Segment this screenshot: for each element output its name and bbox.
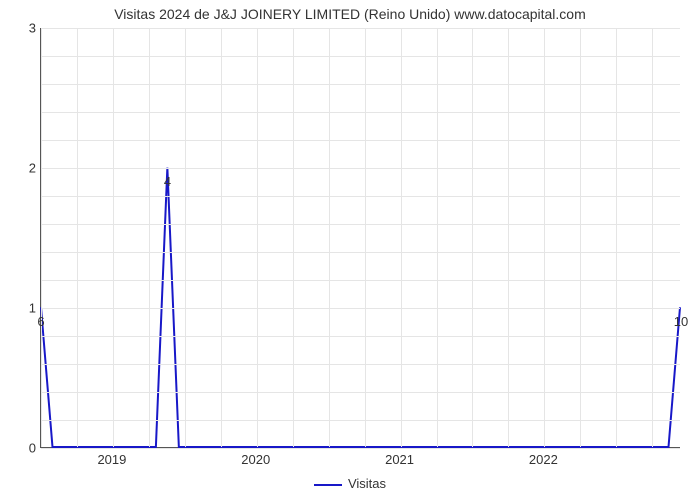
gridline-v (580, 28, 581, 447)
gridline-v (616, 28, 617, 447)
gridline-v (329, 28, 330, 447)
gridline-v (185, 28, 186, 447)
gridline-h (41, 140, 680, 141)
chart-title: Visitas 2024 de J&J JOINERY LIMITED (Rei… (0, 6, 700, 22)
gridline-v (149, 28, 150, 447)
y-tick-label: 3 (6, 21, 36, 36)
gridline-h (41, 448, 680, 449)
line-series (41, 28, 680, 447)
gridline-v (41, 28, 42, 447)
gridline-v (77, 28, 78, 447)
gridline-h (41, 196, 680, 197)
gridline-v (437, 28, 438, 447)
y-tick-label: 2 (6, 161, 36, 176)
point-label: 10 (674, 314, 688, 329)
gridline-h (41, 336, 680, 337)
gridline-h (41, 420, 680, 421)
legend: Visitas (0, 476, 700, 491)
gridline-v (472, 28, 473, 447)
x-tick-label: 2021 (385, 452, 414, 467)
gridline-h (41, 56, 680, 57)
legend-label: Visitas (348, 476, 386, 491)
gridline-h (41, 112, 680, 113)
gridline-v (508, 28, 509, 447)
gridline-v (113, 28, 114, 447)
legend-swatch (314, 484, 342, 486)
gridline-h (41, 252, 680, 253)
point-label: 4 (164, 174, 171, 189)
point-label: 6 (37, 314, 44, 329)
gridline-v (652, 28, 653, 447)
gridline-v (544, 28, 545, 447)
gridline-h (41, 364, 680, 365)
plot-area: 6410 (40, 28, 680, 448)
gridline-v (401, 28, 402, 447)
gridline-h (41, 28, 680, 29)
gridline-h (41, 168, 680, 169)
x-tick-label: 2019 (97, 452, 126, 467)
y-tick-label: 0 (6, 441, 36, 456)
gridline-h (41, 224, 680, 225)
gridline-v (365, 28, 366, 447)
gridline-h (41, 392, 680, 393)
gridline-v (293, 28, 294, 447)
gridline-v (221, 28, 222, 447)
x-tick-label: 2022 (529, 452, 558, 467)
gridline-v (257, 28, 258, 447)
gridline-h (41, 280, 680, 281)
x-tick-label: 2020 (241, 452, 270, 467)
gridline-h (41, 308, 680, 309)
visits-chart: Visitas 2024 de J&J JOINERY LIMITED (Rei… (0, 0, 700, 500)
y-tick-label: 1 (6, 301, 36, 316)
gridline-h (41, 84, 680, 85)
